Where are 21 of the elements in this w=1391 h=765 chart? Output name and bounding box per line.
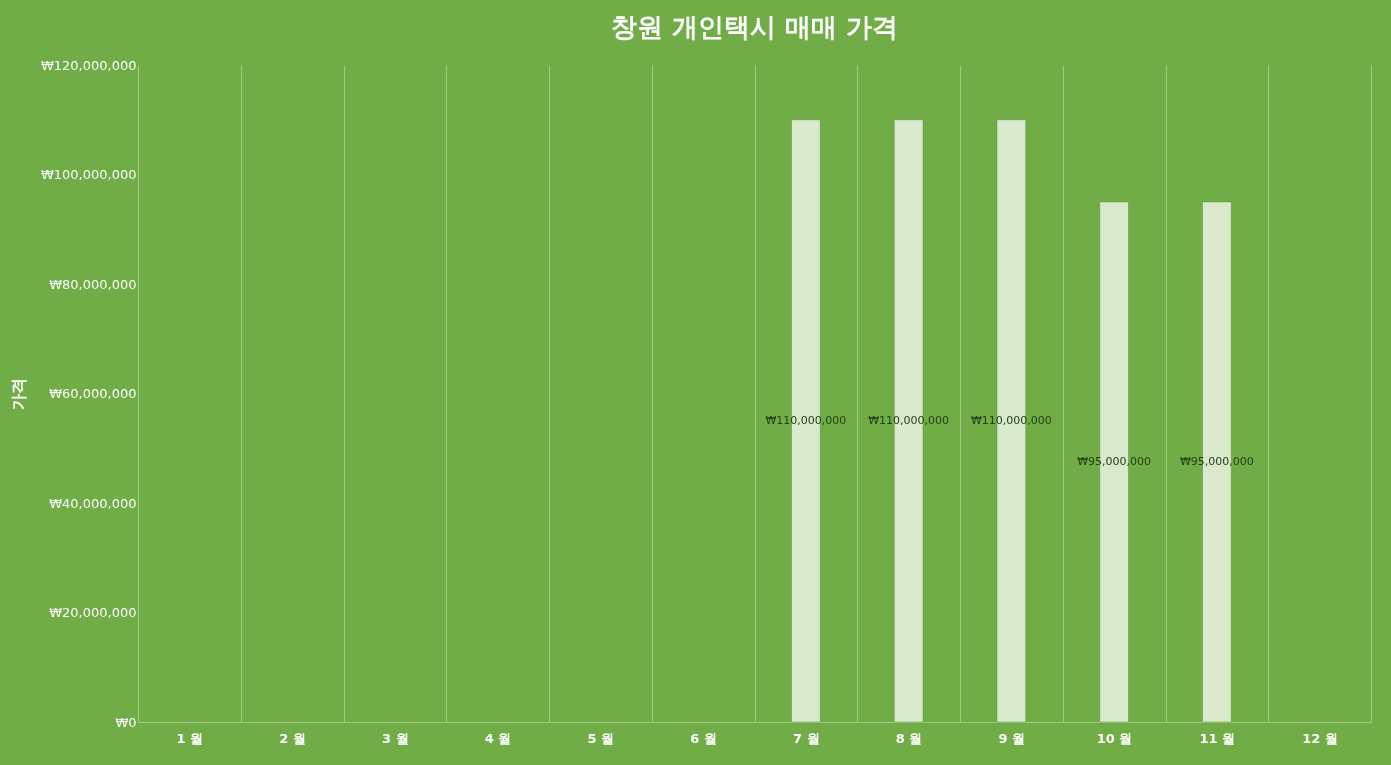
y-tick-label: ₩60,000,000	[49, 386, 137, 401]
x-tick-label: 1 월	[176, 730, 204, 746]
x-tick-label: 5 월	[587, 730, 615, 746]
x-tick-label: 10 월	[1096, 730, 1133, 746]
x-tick-label: 4 월	[484, 730, 512, 746]
x-tick-label: 8 월	[895, 730, 923, 746]
y-axis-title: 가격	[8, 378, 28, 410]
x-tick-label: 3 월	[382, 730, 409, 746]
y-tick-label: ₩0	[115, 714, 137, 730]
y-tick-label: ₩20,000,000	[49, 605, 137, 620]
x-tick-label: 6 월	[690, 730, 717, 746]
x-tick-label: 12 월	[1302, 730, 1338, 746]
x-tick-label: 2 월	[279, 730, 306, 746]
y-tick-label: ₩80,000,000	[49, 276, 137, 292]
chart-title: 창원 개인택시 매매 가격	[610, 12, 899, 42]
x-tick-label: 7 월	[793, 730, 820, 746]
x-tick-label: 9 월	[998, 730, 1026, 746]
y-tick-label: ₩120,000,000	[40, 57, 137, 73]
y-tick-label: ₩40,000,000	[49, 495, 137, 511]
y-tick-label: ₩100,000,000	[40, 167, 137, 182]
x-tick-label: 11 월	[1199, 730, 1236, 746]
